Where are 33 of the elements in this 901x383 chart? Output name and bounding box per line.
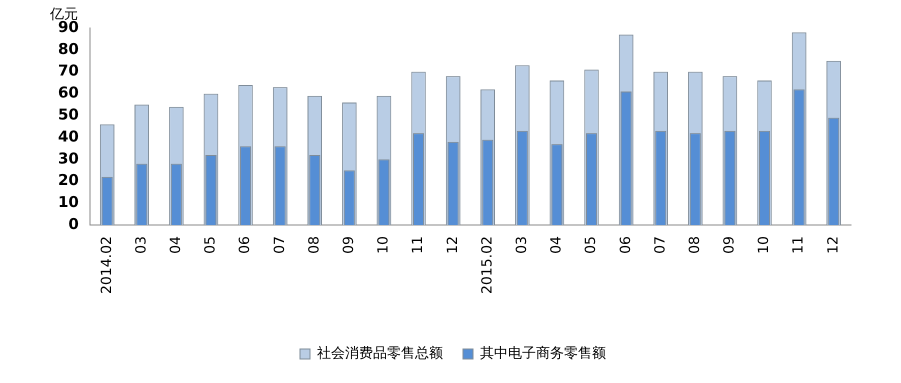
x-tick-label: 2015.02 <box>479 236 496 294</box>
y-tick-label: 80 <box>58 40 79 58</box>
x-tick-label: 12 <box>444 236 461 254</box>
y-tick-label: 30 <box>58 149 79 168</box>
x-tick-label: 05 <box>202 236 219 254</box>
x-tick-label: 08 <box>686 236 703 254</box>
x-tick-label: 07 <box>272 236 288 254</box>
x-tick-label: 10 <box>756 236 772 254</box>
x-tick-label: 09 <box>722 236 738 254</box>
legend-label: 其中电子商务零售额 <box>480 346 606 362</box>
x-tick-label: 03 <box>133 236 150 254</box>
x-tick-label: 11 <box>790 236 807 254</box>
x-tick-label: 03 <box>514 236 530 254</box>
x-tick-label: 05 <box>583 236 600 254</box>
legend-label: 社会消费品零售总额 <box>317 346 443 362</box>
x-tick-label: 11 <box>410 236 426 254</box>
x-tick-label: 04 <box>548 236 565 254</box>
y-tick-label: 60 <box>58 84 79 102</box>
y-tick-label: 40 <box>58 127 79 146</box>
x-tick-label: 09 <box>340 236 357 254</box>
x-tick-label: 08 <box>306 236 322 254</box>
x-tick-label: 12 <box>825 236 842 254</box>
y-tick-label: 20 <box>58 171 79 190</box>
x-tick-label: 06 <box>618 236 634 254</box>
x-tick-label: 10 <box>376 236 392 254</box>
x-tick-label: 06 <box>237 236 254 254</box>
y-tick-label: 10 <box>58 193 79 212</box>
y-tick-label: 50 <box>58 105 79 124</box>
y-tick-label: 70 <box>58 62 79 80</box>
x-tick-label: 04 <box>168 236 184 254</box>
x-tick-label: 07 <box>652 236 668 254</box>
x-tick-label: 2014.02 <box>98 236 115 294</box>
y-tick-label: 0 <box>68 214 79 233</box>
